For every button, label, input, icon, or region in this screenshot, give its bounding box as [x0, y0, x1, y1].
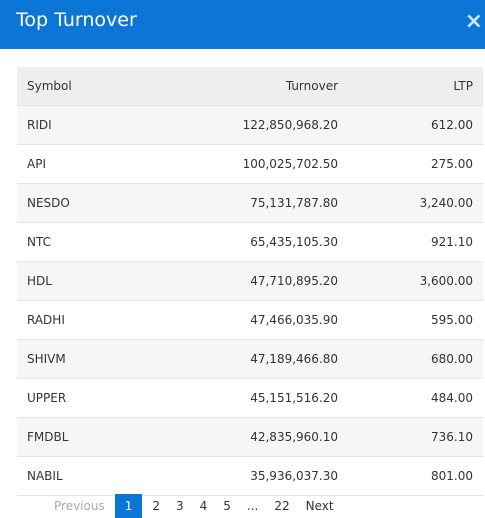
- table-cell: 122,850,968.20: [135, 105, 349, 145]
- table-cell: 3,600.00: [348, 261, 483, 301]
- table-cell: 75,131,787.80: [135, 183, 349, 223]
- page-button[interactable]: 22: [274, 499, 290, 513]
- table-cell: 45,151,516.20: [135, 378, 349, 418]
- table-cell: NTC: [17, 222, 136, 262]
- page-button[interactable]: 2: [152, 499, 160, 513]
- table-cell: 35,936,037.30: [135, 456, 349, 496]
- pagination: Previous 1 2 3 4 5... 22 Next: [46, 494, 342, 518]
- table-cell: 921.10: [348, 222, 483, 262]
- table-cell: 275.00: [348, 144, 483, 184]
- turnover-table: Symbol Turnover LTP RIDI 122,850,968.20 612.0…: [17, 67, 483, 496]
- page-button[interactable]: 1: [114, 494, 143, 518]
- column-header: LTP: [348, 67, 483, 106]
- column-header: Symbol: [17, 67, 136, 106]
- table-cell: 100,025,702.50: [135, 144, 349, 184]
- page-button[interactable]: ...: [246, 499, 259, 513]
- table-cell: 801.00: [348, 456, 483, 496]
- table-row: UPPER 45,151,516.20 484.00: [17, 378, 483, 418]
- page-button[interactable]: 3: [176, 499, 184, 513]
- modal-title: Top Turnover: [16, 9, 137, 31]
- table-cell: 595.00: [348, 300, 483, 340]
- table-cell: RIDI: [17, 105, 136, 145]
- table-row: HDL 47,710,895.20 3,600.00: [17, 261, 483, 301]
- table-cell: 3,240.00: [348, 183, 483, 223]
- table-cell: NABIL: [17, 456, 136, 496]
- table-row: NABIL 35,936,037.30 801.00: [17, 456, 483, 496]
- table-row: RIDI 122,850,968.20 612.00: [17, 105, 483, 145]
- previous-button[interactable]: Previous: [54, 499, 105, 513]
- table-cell: 680.00: [348, 339, 483, 379]
- table-cell: 42,835,960.10: [135, 417, 349, 457]
- modal-header: Top Turnover ×: [0, 0, 485, 49]
- table-row: RADHI 47,466,035.90 595.00: [17, 300, 483, 340]
- table-row: FMDBL 42,835,960.10 736.10: [17, 417, 483, 457]
- table-cell: FMDBL: [17, 417, 136, 457]
- table-cell: 484.00: [348, 378, 483, 418]
- table-cell: 47,710,895.20: [135, 261, 349, 301]
- table-row: API 100,025,702.50 275.00: [17, 144, 483, 184]
- table-cell: SHIVM: [17, 339, 136, 379]
- page-button[interactable]: 4: [199, 499, 208, 513]
- table-row: NESDO 75,131,787.80 3,240.00: [17, 183, 483, 223]
- table-cell: NESDO: [17, 183, 136, 223]
- table-cell: RADHI: [17, 300, 136, 340]
- table-cell: UPPER: [17, 378, 136, 418]
- close-button[interactable]: ×: [464, 9, 483, 34]
- table-cell: 612.00: [348, 105, 483, 145]
- table-cell: API: [17, 144, 136, 184]
- table-cell: 47,466,035.90: [135, 300, 349, 340]
- table-cell: 47,189,466.80: [135, 339, 349, 379]
- table-wrapper: Symbol Turnover LTP RIDI 122,850,968.20 612.0…: [17, 67, 483, 496]
- page-button[interactable]: 5: [223, 499, 231, 513]
- table-cell: 65,435,105.30: [135, 222, 349, 262]
- table-cell: 736.10: [348, 417, 483, 457]
- table-row: NTC 65,435,105.30 921.10: [17, 222, 483, 262]
- table-cell: HDL: [17, 261, 136, 301]
- column-header: Turnover: [135, 67, 349, 106]
- table-row: SHIVM 47,189,466.80 680.00: [17, 339, 483, 379]
- next-button[interactable]: Next: [305, 499, 334, 513]
